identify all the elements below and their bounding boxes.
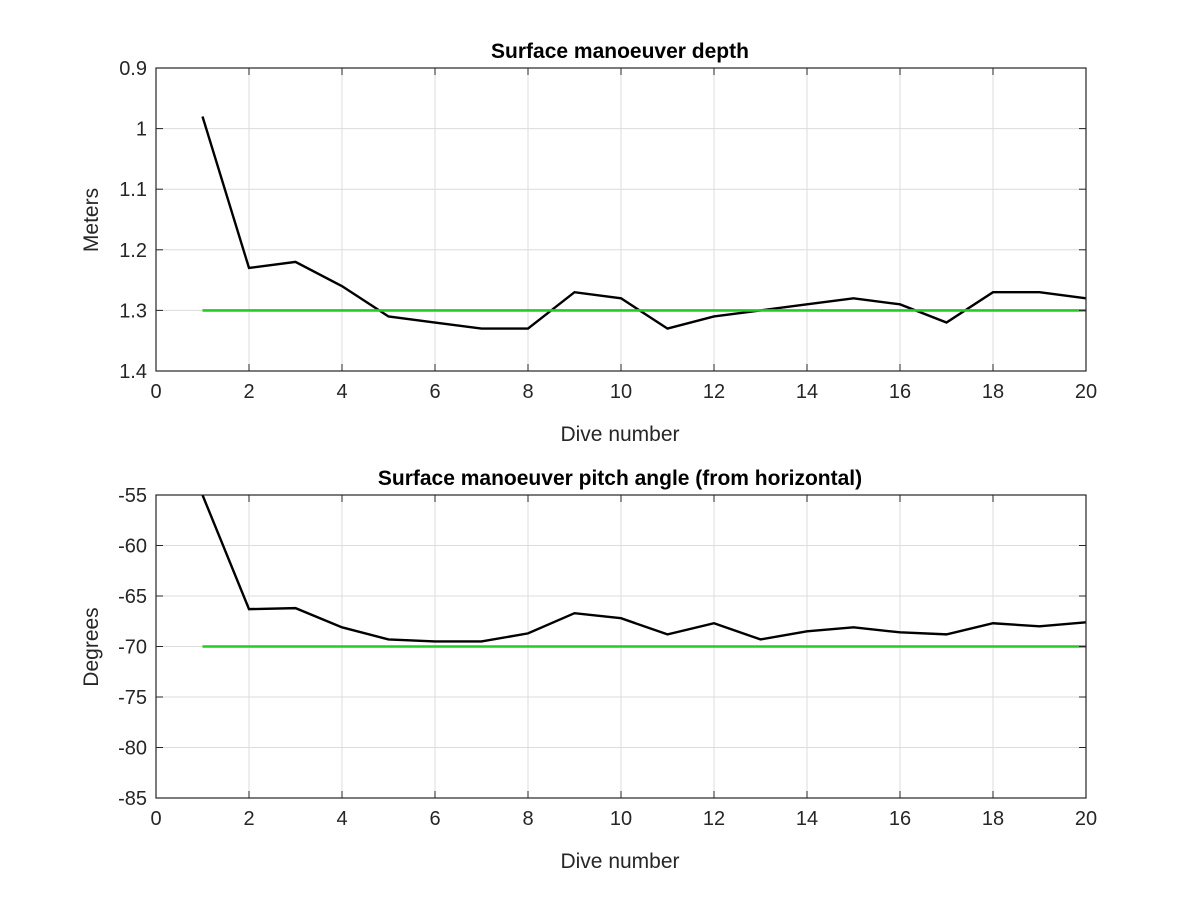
pitch-chart-series-0 (201, 494, 1087, 643)
depth-chart-x-tick-label: 14 (796, 381, 818, 403)
pitch-chart-y-tick-label: -55 (118, 485, 147, 507)
pitch-chart-x-tick-label: 20 (1075, 808, 1097, 830)
pitch-chart-y-tick-label: -85 (118, 788, 147, 810)
pitch-chart-x-tick-label: 12 (703, 808, 725, 830)
depth-chart-x-tick-label: 6 (429, 381, 440, 403)
pitch-chart-x-tick-label: 8 (522, 808, 533, 830)
pitch-chart-y-tick-label: -75 (118, 687, 147, 709)
depth-chart-y-tick-label: 1.1 (119, 179, 147, 201)
depth-chart-x-tick-label: 10 (610, 381, 632, 403)
pitch-chart-x-tick-label: 18 (982, 808, 1004, 830)
depth-chart: Surface manoeuver depth Dive number Mete… (80, 40, 1097, 446)
pitch-chart-x-tick-label: 4 (336, 808, 347, 830)
pitch-chart-x-tick-label: 14 (796, 808, 818, 830)
pitch-chart-y-tick-label: -60 (118, 536, 147, 558)
pitch-chart-y-tick-label: -65 (118, 586, 147, 608)
depth-chart-x-tick-label: 12 (703, 381, 725, 403)
depth-chart-title: Surface manoeuver depth (491, 40, 749, 63)
depth-chart-y-tick-label: 0.9 (119, 58, 147, 80)
depth-chart-y-tick-label: 1.3 (119, 300, 147, 322)
pitch-chart-x-tick-label: 0 (150, 808, 161, 830)
pitch-chart-x-tick-label: 10 (610, 808, 632, 830)
depth-chart-y-tick-label: 1.4 (119, 361, 147, 383)
depth-chart-x-tick-label: 20 (1075, 381, 1097, 403)
pitch-chart-xlabel: Dive number (560, 850, 679, 873)
depth-chart-y-tick-label: 1.2 (119, 240, 147, 262)
depth-chart-xlabel: Dive number (560, 423, 679, 446)
pitch-chart-x-tick-label: 16 (889, 808, 911, 830)
pitch-chart-y-tick-label: -70 (118, 637, 147, 659)
depth-chart-ylabel: Meters (80, 188, 103, 252)
pitch-chart-ylabel: Degrees (80, 607, 103, 686)
depth-chart-x-tick-label: 4 (336, 381, 347, 403)
pitch-chart-y-tick-label: -80 (118, 738, 147, 760)
pitch-chart-title: Surface manoeuver pitch angle (from hori… (378, 467, 862, 490)
depth-chart-y-tick-label: 1 (136, 119, 147, 141)
depth-chart-x-tick-label: 16 (889, 381, 911, 403)
pitch-chart-x-tick-label: 2 (243, 808, 254, 830)
pitch-chart-x-tick-label: 6 (429, 808, 440, 830)
depth-chart-series-0 (201, 116, 1087, 330)
depth-chart-x-tick-label: 18 (982, 381, 1004, 403)
pitch-chart: Surface manoeuver pitch angle (from hori… (80, 467, 1097, 873)
depth-chart-x-tick-label: 0 (150, 381, 161, 403)
depth-chart-x-tick-label: 2 (243, 381, 254, 403)
depth-chart-x-tick-label: 8 (522, 381, 533, 403)
